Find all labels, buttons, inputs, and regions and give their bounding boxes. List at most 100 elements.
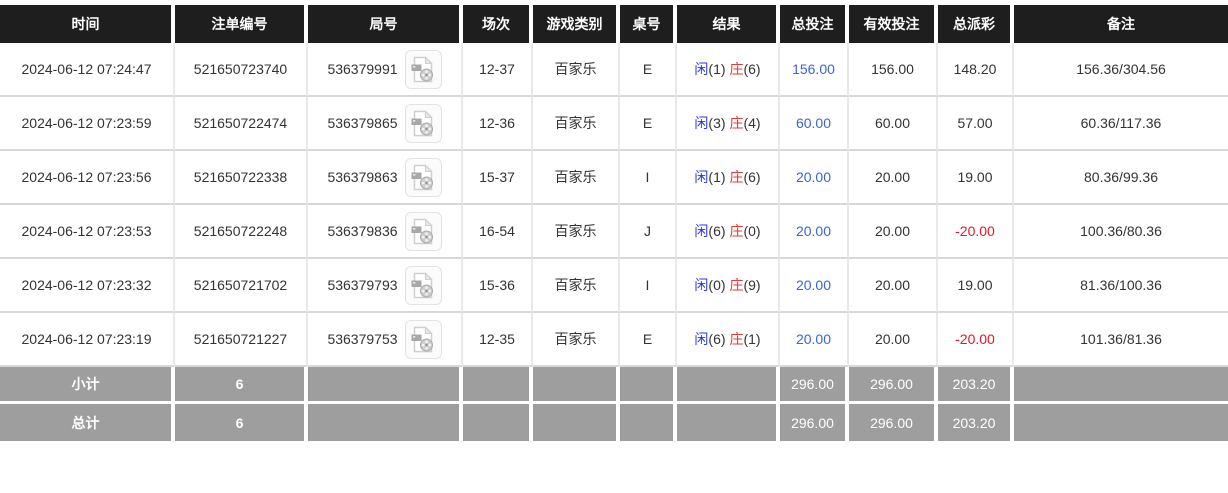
- total-payout-amount: -20.00: [955, 331, 995, 347]
- cell-valid-bet: 20.00: [849, 205, 938, 259]
- cell-bet-id: 521650723740: [175, 43, 308, 97]
- cell-valid-bet: 20.00: [849, 259, 938, 313]
- subtotal-row-empty-session: [463, 367, 533, 404]
- result-player-label: 闲: [694, 115, 709, 131]
- cell-session: 12-35: [463, 313, 533, 367]
- cell-remark: 81.36/100.36: [1014, 259, 1228, 313]
- cell-valid-bet: 156.00: [849, 43, 938, 97]
- subtotal-row-empty-result: [677, 367, 780, 404]
- total-payout-amount: 19.00: [957, 277, 993, 293]
- subtotal-row-total-bet: 296.00: [780, 367, 849, 404]
- cell-time: 2024-06-12 07:23:19: [0, 313, 175, 367]
- subtotal-row-label: 小计: [0, 367, 175, 404]
- bet-record-row: 2024-06-12 07:23:59 521650722474 536379865…: [0, 97, 1228, 151]
- result-banker-score: (9): [743, 277, 761, 293]
- cell-result: 闲(1) 庄(6): [677, 43, 780, 97]
- cell-total-payout: 19.00: [938, 151, 1014, 205]
- round-number: 536379865: [327, 115, 398, 131]
- subtotal-row-count: 6: [175, 367, 308, 404]
- round-id-group: 536379865: [327, 103, 442, 143]
- bet-record-row: 2024-06-12 07:23:19 521650721227 536379753…: [0, 313, 1228, 367]
- cell-total-bet: 20.00: [780, 313, 849, 367]
- result-player-score: (6): [708, 223, 726, 239]
- cell-result: 闲(6) 庄(0): [677, 205, 780, 259]
- cell-total-payout: -20.00: [938, 313, 1014, 367]
- cell-time: 2024-06-12 07:23:56: [0, 151, 175, 205]
- cell-round-id: 536379865: [308, 97, 463, 151]
- total-row: 总计 6 296.00 296.00 203.20: [0, 404, 1228, 441]
- video-replay-button[interactable]: [404, 211, 442, 251]
- cell-bet-id: 521650721227: [175, 313, 308, 367]
- cell-session: 15-36: [463, 259, 533, 313]
- round-id-group: 536379991: [327, 49, 442, 89]
- result-banker-score: (1): [743, 331, 761, 347]
- table-header: 时间 注单编号 局号 场次 游戏类别 桌号 结果 总投注 有效投注 总派彩 备注: [0, 5, 1228, 43]
- cell-session: 16-54: [463, 205, 533, 259]
- cell-remark: 100.36/80.36: [1014, 205, 1228, 259]
- cell-time: 2024-06-12 07:24:47: [0, 43, 175, 97]
- cell-total-bet: 20.00: [780, 259, 849, 313]
- video-replay-button[interactable]: [404, 265, 442, 305]
- cell-total-payout: 57.00: [938, 97, 1014, 151]
- cell-result: 闲(3) 庄(4): [677, 97, 780, 151]
- video-file-icon: [411, 163, 434, 190]
- cell-bet-id: 521650722248: [175, 205, 308, 259]
- cell-table-no: I: [620, 151, 677, 205]
- cell-game-type: 百家乐: [533, 259, 620, 313]
- result-player-score: (6): [708, 331, 726, 347]
- video-replay-button[interactable]: [404, 103, 442, 143]
- result-player-score: (3): [708, 115, 726, 131]
- subtotal-row-empty-remark: [1014, 367, 1228, 404]
- bet-record-row: 2024-06-12 07:23:53 521650722248 536379836…: [0, 205, 1228, 259]
- bet-record-row: 2024-06-12 07:24:47 521650723740 536379991…: [0, 43, 1228, 97]
- cell-time: 2024-06-12 07:23:32: [0, 259, 175, 313]
- result-player-label: 闲: [694, 277, 709, 293]
- video-replay-button[interactable]: [404, 319, 442, 359]
- subtotal-row-empty-round: [308, 367, 463, 404]
- total-row-empty-result: [677, 404, 780, 441]
- result-player-label: 闲: [694, 331, 709, 347]
- cell-round-id: 536379753: [308, 313, 463, 367]
- cell-game-type: 百家乐: [533, 43, 620, 97]
- round-number: 536379753: [327, 331, 398, 347]
- total-row-valid-bet: 296.00: [849, 404, 938, 441]
- total-bet-amount: 156.00: [792, 61, 835, 77]
- round-id-group: 536379836: [327, 211, 442, 251]
- result-banker-label: 庄: [729, 61, 744, 77]
- column-header-time: 时间: [0, 5, 175, 43]
- total-payout-amount: 57.00: [957, 115, 993, 131]
- subtotal-row-total-payout: 203.20: [938, 367, 1014, 404]
- total-payout-amount: -20.00: [955, 223, 995, 239]
- cell-round-id: 536379863: [308, 151, 463, 205]
- cell-valid-bet: 20.00: [849, 151, 938, 205]
- subtotal-row-empty-game-type: [533, 367, 620, 404]
- cell-session: 12-37: [463, 43, 533, 97]
- total-row-empty-round: [308, 404, 463, 441]
- table-header-row: 时间 注单编号 局号 场次 游戏类别 桌号 结果 总投注 有效投注 总派彩 备注: [0, 5, 1228, 43]
- cell-bet-id: 521650722338: [175, 151, 308, 205]
- round-number: 536379991: [327, 61, 398, 77]
- cell-table-no: E: [620, 97, 677, 151]
- cell-total-bet: 20.00: [780, 151, 849, 205]
- cell-game-type: 百家乐: [533, 205, 620, 259]
- column-header-total_bet: 总投注: [780, 5, 849, 43]
- result-banker-score: (0): [743, 223, 761, 239]
- cell-total-bet: 156.00: [780, 43, 849, 97]
- cell-result: 闲(0) 庄(9): [677, 259, 780, 313]
- cell-total-bet: 20.00: [780, 205, 849, 259]
- round-number: 536379793: [327, 277, 398, 293]
- total-row-empty-game-type: [533, 404, 620, 441]
- cell-table-no: I: [620, 259, 677, 313]
- video-replay-button[interactable]: [404, 49, 442, 89]
- cell-remark: 156.36/304.56: [1014, 43, 1228, 97]
- round-id-group: 536379753: [327, 319, 442, 359]
- cell-game-type: 百家乐: [533, 313, 620, 367]
- cell-round-id: 536379793: [308, 259, 463, 313]
- total-bet-amount: 20.00: [795, 331, 832, 347]
- cell-result: 闲(6) 庄(1): [677, 313, 780, 367]
- cell-session: 12-36: [463, 97, 533, 151]
- cell-remark: 80.36/99.36: [1014, 151, 1228, 205]
- result-banker-label: 庄: [729, 277, 744, 293]
- video-replay-button[interactable]: [404, 157, 442, 197]
- cell-bet-id: 521650722474: [175, 97, 308, 151]
